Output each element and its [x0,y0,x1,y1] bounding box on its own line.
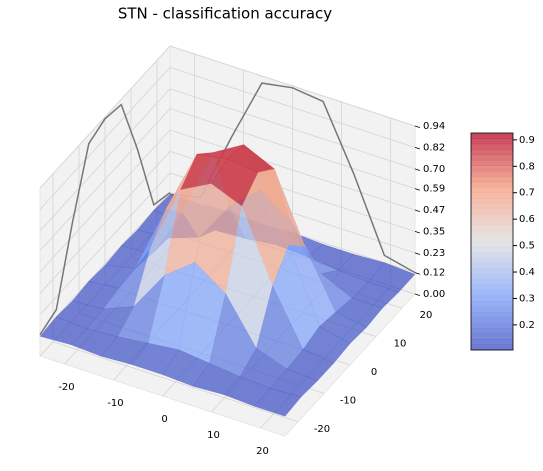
surface-patch [253,388,302,417]
y-tick-label: 20 [420,310,433,321]
grid-line [169,88,416,170]
colorbar-level [471,143,513,150]
colorbar-tick-label: 0.6 [519,214,535,225]
colorbar-level [471,208,513,215]
colorbar-level [471,295,513,302]
colorbar-level [471,312,513,318]
colorbar-tick-label: 0.7 [519,188,535,199]
colorbar-level [471,138,513,145]
grid-line [39,192,171,335]
colorbar-level [471,246,513,253]
colorbar-level [471,160,513,166]
colorbar-tick-label: 0.4 [519,267,535,278]
colorbar-level [471,154,513,161]
colorbar-tick-label: 0.8 [519,161,535,172]
grid-line [169,67,416,148]
surface-patch [270,368,318,398]
y-tick-label: -20 [314,424,330,435]
z-tick-label: 0.47 [423,205,445,216]
colorbar-tick-label: 0.2 [519,320,535,331]
colorbar-tick-label: 0.5 [519,241,535,252]
z-tick-label: 0.70 [423,164,445,175]
colorbar-level [471,328,513,335]
colorbar-level [471,284,513,291]
colorbar-level [471,192,513,199]
z-tick [414,188,421,191]
grid-line [39,151,171,294]
colorbar-level [471,333,513,340]
surface-patch [351,281,400,309]
colorbar-level [471,203,513,210]
grid-line [169,108,416,189]
colorbar-level [471,181,513,188]
colorbar-level [471,252,513,259]
colorbar-level [471,241,513,248]
colorbar-level [471,198,513,204]
z-tick [414,231,421,234]
z-tick-label: 0.94 [423,121,445,132]
z-tick [414,125,421,128]
z-tick [414,209,421,212]
colorbar-frame [470,132,514,351]
colorbar-level [471,225,513,231]
z-tick-label: 0.12 [423,268,445,279]
colorbar-level [471,219,513,226]
colorbar-level [471,279,513,286]
grid-line [52,341,299,423]
grid-line [169,129,416,211]
x-tick-label: -20 [58,382,74,393]
z-tick-label: 0.23 [423,248,445,259]
colorbar-level [471,263,513,269]
colorbar-level [471,344,513,351]
grid-line [39,172,171,316]
colorbar-level [471,290,513,297]
grid-line [169,45,416,127]
colorbar-tick-label: 0.9 [519,135,535,146]
x-tick-label: 10 [207,430,220,441]
colorbar-level [471,317,513,324]
grid-line [39,45,171,189]
grid-line [39,129,171,273]
grid-line [39,67,171,210]
z-tick [414,293,421,296]
grid-line [39,88,171,232]
colorbar-level [471,322,513,329]
colorbar-level [471,214,513,221]
y-tick-label: 0 [371,367,377,378]
x-tick-label: 0 [161,414,167,425]
y-tick-label: -10 [340,395,356,406]
colorbar-level [471,306,513,313]
colorbar-level [471,268,513,275]
colorbar-level [471,176,513,183]
colorbar-level [471,149,513,155]
colorbar-level [471,274,513,280]
z-tick-label: 0.00 [423,289,445,300]
colorbar-level [471,257,513,264]
colorbar-level [471,170,513,177]
wall-profile [39,103,171,336]
colorbar-level [471,187,513,193]
colorbar-level [471,230,513,237]
x-tick-label: 20 [256,446,269,457]
grid-line [39,108,171,251]
surface-patch [367,262,416,293]
x-tick-label: -10 [107,398,123,409]
z-tick [414,272,421,275]
colorbar-tick-label: 0.3 [519,293,535,304]
z-tick [414,252,421,255]
colorbar-level [471,165,513,172]
colorbar-level [471,339,513,345]
chart-title: STN - classification accuracy [118,5,332,23]
z-tick [414,168,421,171]
z-tick [414,147,421,150]
z-tick-label: 0.82 [423,142,445,153]
z-tick-label: 0.35 [423,226,445,237]
colorbar-level [471,301,513,307]
y-tick-label: 10 [394,339,407,350]
colorbar-level [471,133,513,139]
z-tick-label: 0.59 [423,184,445,195]
colorbar-level [471,236,513,242]
